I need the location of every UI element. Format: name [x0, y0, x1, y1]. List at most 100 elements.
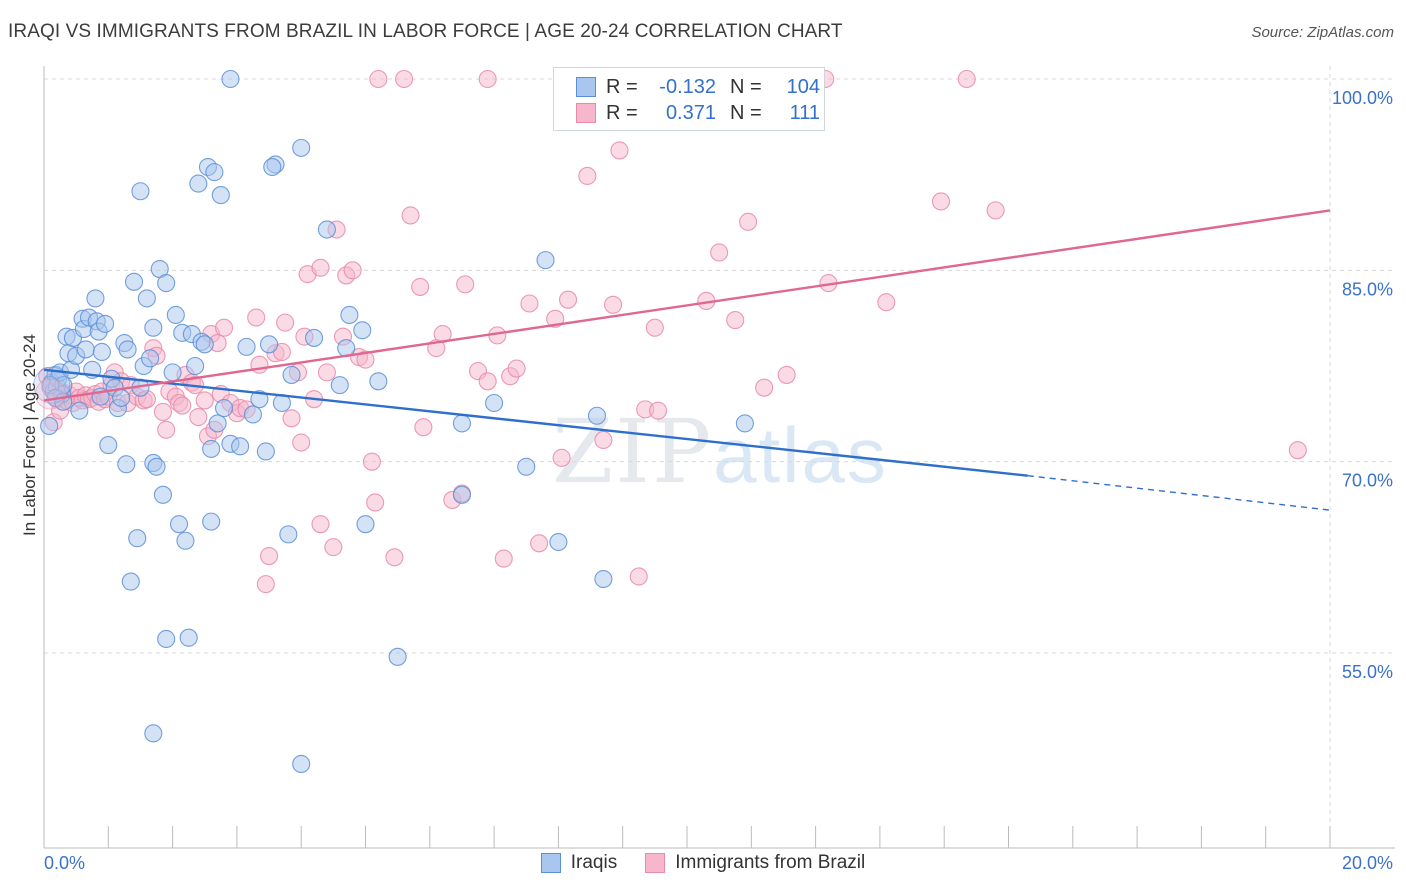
iraqi-point: [452, 485, 472, 504]
iraqi-point: [40, 416, 59, 436]
legend-n-value: 111: [789, 101, 820, 124]
brazil-point: [645, 318, 664, 337]
iraqi-point: [141, 349, 160, 368]
brazil-point: [256, 575, 275, 594]
legend-swatch-brazil: [645, 853, 666, 873]
iraqi-point: [166, 305, 185, 325]
iraqi-point: [189, 174, 208, 193]
iraqi-point: [340, 305, 359, 325]
tick-label-layer: 100.0% 85.0% 70.0% 55.0% 0.0% 20.0%: [44, 88, 1393, 873]
y-axis-label-wrap: In Labor Force | Age 20-24: [17, 250, 43, 620]
y-tick-label: 70.0%: [1342, 471, 1393, 491]
iraqi-point: [202, 512, 221, 531]
legend-label-iraqis: Iraqis: [570, 852, 618, 873]
y-tick-label: 55.0%: [1342, 662, 1393, 682]
brazil-point: [369, 69, 388, 89]
brazil-point: [324, 538, 343, 557]
brazil-point: [366, 493, 385, 512]
iraqi-point: [70, 401, 89, 420]
legend-r-label: R =: [606, 75, 638, 98]
legend-n-value: 104: [786, 75, 820, 98]
iraqi-point: [163, 363, 182, 382]
iraqi-point: [536, 251, 555, 270]
brazil-point: [552, 448, 571, 467]
brazil-point: [610, 141, 629, 160]
iraqi-point: [144, 724, 163, 743]
brazil-point: [530, 534, 549, 553]
legend-r-value: -0.132: [659, 75, 716, 98]
iraqi-point: [305, 328, 324, 347]
correlation-legend: R = -0.132 N = 104 R = 0.371 N = 111: [553, 67, 825, 131]
iraqi-point: [259, 335, 279, 354]
iraqi-point: [221, 69, 240, 89]
point-layer: [33, 69, 1307, 774]
brazil-point: [414, 418, 433, 437]
brazil-point: [710, 243, 729, 262]
brazil-point: [282, 409, 301, 428]
brazil-point: [578, 166, 597, 185]
brazil-point: [478, 372, 497, 391]
iraqi-point: [112, 388, 131, 407]
iraqi-point: [356, 515, 375, 534]
iraqi-point: [211, 186, 230, 205]
brazil-point: [311, 258, 330, 277]
iraqi-trend-extension: [1027, 475, 1331, 511]
brazil-point: [986, 201, 1005, 220]
x-tick-label: 0.0%: [44, 853, 85, 873]
legend-n-label: N =: [730, 75, 762, 98]
iraqi-point: [147, 457, 166, 476]
brazil-point: [507, 359, 526, 378]
iraqi-point: [256, 442, 275, 461]
legend-r-label: R =: [606, 101, 638, 124]
iraqi-cluster-point: [33, 366, 71, 404]
iraqi-point: [157, 274, 176, 293]
iraqi-point: [137, 289, 156, 308]
brazil-point: [649, 401, 668, 420]
iraqi-point: [121, 572, 140, 591]
iraqi-point: [587, 406, 607, 425]
brazil-point: [356, 350, 375, 369]
legend-item-iraqis[interactable]: Iraqis: [540, 852, 618, 874]
iraqi-point: [205, 163, 224, 182]
iraqi-point: [202, 439, 221, 458]
brazil-point: [259, 547, 279, 566]
brazil-point: [395, 69, 414, 89]
iraqi-point: [157, 629, 176, 649]
iraqi-point: [292, 754, 311, 774]
iraqi-trend-line: [43, 368, 1028, 477]
brazil-point: [153, 402, 173, 421]
source-label: Source: ZipAtlas.com: [1251, 24, 1394, 41]
watermark-zip: ZIP: [552, 400, 714, 503]
brazil-point: [957, 69, 976, 89]
x-tick-label: 20.0%: [1342, 853, 1393, 873]
iraqi-point: [231, 437, 250, 456]
legend-item-brazil[interactable]: Immigrants from Brazil: [645, 852, 865, 874]
iraqi-point: [517, 457, 536, 476]
iraqi-point: [195, 335, 214, 354]
brazil-cluster-point: [34, 378, 66, 410]
iraqi-point: [128, 529, 147, 548]
brazil-point: [604, 295, 623, 314]
brazil-point: [317, 363, 336, 382]
brazil-point: [558, 290, 578, 309]
iraqi-point: [179, 628, 198, 647]
legend-swatch-iraqis: [576, 77, 596, 97]
brazil-point: [385, 548, 404, 567]
brazil-point: [520, 294, 539, 313]
brazil-point: [726, 311, 745, 330]
brazil-point: [1288, 441, 1307, 460]
grid-layer: [44, 66, 1395, 848]
iraqi-point: [250, 390, 269, 409]
iraqi-point: [263, 157, 282, 177]
brazil-point: [478, 69, 497, 89]
brazil-point: [157, 420, 176, 439]
trend-layer: [43, 209, 1331, 511]
legend-n-label: N =: [730, 101, 762, 124]
brazil-point: [362, 452, 381, 471]
iraqi-point: [485, 393, 504, 413]
brazil-point: [456, 275, 475, 294]
iraqi-point: [86, 289, 105, 308]
brazil-point: [247, 308, 266, 327]
iraqi-point: [208, 414, 227, 433]
iraqi-point: [176, 531, 195, 550]
